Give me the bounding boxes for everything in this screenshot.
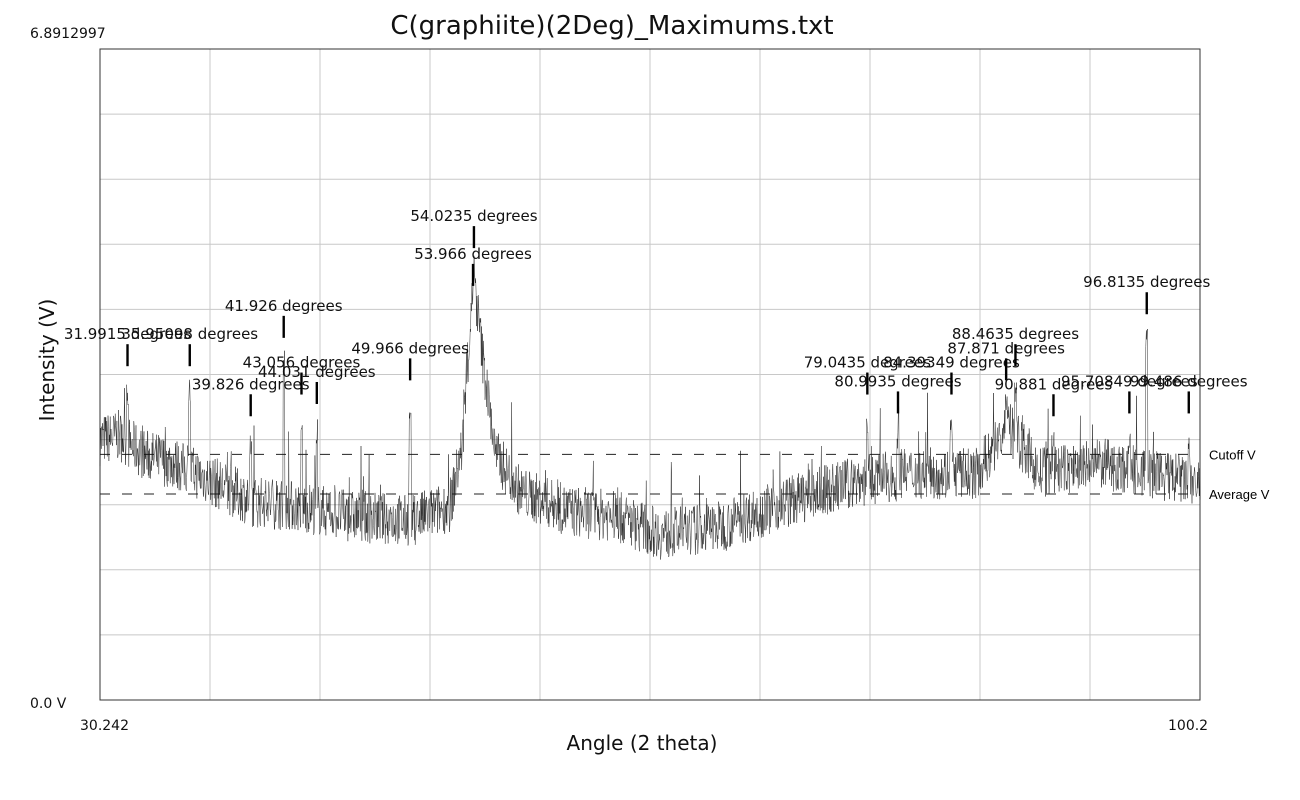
plot-frame bbox=[99, 48, 1201, 701]
peak-label: 87.871 degrees bbox=[947, 339, 1065, 357]
peak-label: 84.39349 degrees bbox=[883, 354, 1020, 372]
peak-label: 49.966 degrees bbox=[351, 339, 469, 357]
peak-label: 53.966 degrees bbox=[414, 245, 532, 263]
peak-label: 80.9935 degrees bbox=[834, 372, 961, 390]
peak-label: 90.881 degrees bbox=[995, 375, 1113, 393]
peak-label: 44.031 degrees bbox=[258, 363, 376, 381]
reference-lines: Cutoff V Average V bbox=[100, 447, 1270, 502]
intensity-trace bbox=[99, 255, 1201, 560]
grid bbox=[100, 49, 1200, 700]
y-max-label: 6.8912997 bbox=[30, 26, 106, 42]
peak-label: 88.4635 degrees bbox=[952, 325, 1079, 343]
peak-label: 35.95098 degrees bbox=[121, 325, 258, 343]
peak-label: 43.056 degrees bbox=[243, 354, 361, 372]
x-axis-title: Angle (2 theta) bbox=[567, 731, 718, 755]
peak-label: 39.826 degrees bbox=[192, 375, 310, 393]
y-min-label: 0.0 V bbox=[30, 696, 67, 712]
peak-label: 95.70849 degrees bbox=[1061, 372, 1198, 390]
chart-title: C(graphiite)(2Deg)_Maximums.txt bbox=[390, 11, 833, 41]
reference-line-label: Average V bbox=[1209, 487, 1270, 502]
y-axis-title: Intensity (V) bbox=[35, 299, 59, 422]
peak-label: 54.0235 degrees bbox=[410, 207, 537, 225]
peak-label: 96.8135 degrees bbox=[1083, 273, 1210, 291]
peak-label: 41.926 degrees bbox=[225, 297, 343, 315]
reference-line-label: Cutoff V bbox=[1209, 447, 1256, 462]
x-min-label: 30.242 bbox=[80, 718, 129, 734]
peak-label: 31.9915 degrees bbox=[64, 325, 191, 343]
x-max-label: 100.2 bbox=[1168, 718, 1208, 734]
peak-label: 79.0435 degrees bbox=[804, 354, 931, 372]
peak-label: 99.486 degrees bbox=[1130, 372, 1248, 390]
